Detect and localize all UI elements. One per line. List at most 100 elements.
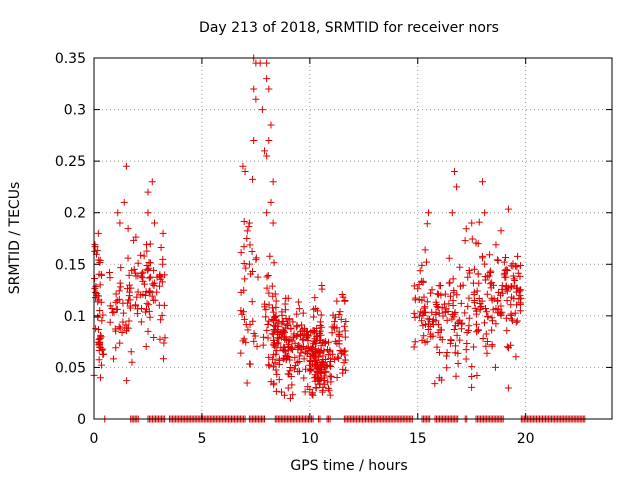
data-point: [318, 323, 326, 331]
data-point: [144, 209, 152, 217]
data-point: [91, 243, 99, 251]
data-point: [435, 374, 443, 382]
data-point: [99, 311, 107, 319]
data-point: [431, 380, 439, 388]
data-point: [465, 294, 473, 302]
data-point: [127, 284, 135, 292]
data-point: [271, 313, 279, 321]
data-point: [310, 374, 318, 382]
data-point: [410, 343, 418, 351]
data-point: [290, 365, 298, 373]
data-point: [264, 320, 272, 328]
data-point: [93, 246, 101, 254]
data-point: [453, 183, 461, 191]
data-point: [267, 198, 275, 206]
data-point: [291, 362, 299, 370]
data-point: [265, 317, 273, 325]
data-point: [287, 325, 295, 333]
x-tick-label: 5: [197, 431, 206, 447]
data-point: [482, 342, 490, 350]
data-point: [251, 332, 259, 340]
data-point: [271, 343, 279, 351]
data-point: [511, 309, 519, 317]
data-point: [517, 261, 525, 269]
data-point: [507, 341, 515, 349]
data-point: [301, 388, 309, 396]
data-point: [312, 384, 320, 392]
data-point: [263, 326, 271, 334]
data-point: [244, 326, 252, 334]
data-point: [421, 246, 429, 254]
data-point: [94, 326, 102, 334]
data-point: [472, 307, 480, 315]
data-point: [485, 272, 493, 280]
data-point: [432, 311, 440, 319]
data-point: [126, 288, 134, 296]
data-point: [274, 339, 282, 347]
data-point: [130, 265, 138, 273]
data-point: [128, 358, 136, 366]
data-point: [483, 290, 491, 298]
data-point: [160, 339, 168, 347]
data-point: [421, 320, 429, 328]
data-point: [304, 332, 312, 340]
data-point: [295, 367, 303, 375]
data-point: [433, 302, 441, 310]
data-point: [243, 235, 251, 243]
data-point: [243, 227, 251, 235]
data-point: [468, 219, 476, 227]
data-point: [93, 289, 101, 297]
data-point: [265, 301, 273, 309]
data-point: [319, 388, 327, 396]
data-point: [157, 316, 165, 324]
data-point: [339, 293, 347, 301]
data-point: [153, 288, 161, 296]
data-point: [470, 265, 478, 273]
data-point: [157, 243, 165, 251]
data-point: [423, 220, 431, 228]
data-point: [144, 188, 152, 196]
data-point: [263, 284, 271, 292]
data-point: [242, 264, 250, 272]
data-point: [280, 343, 288, 351]
data-point: [507, 301, 515, 309]
data-point: [91, 275, 99, 283]
data-point: [134, 272, 142, 280]
data-point: [317, 311, 325, 319]
data-point: [95, 356, 103, 364]
data-point: [254, 273, 262, 281]
data-point: [99, 351, 107, 359]
data-point: [420, 308, 428, 316]
data-point: [452, 342, 460, 350]
data-point: [118, 329, 126, 337]
data-point: [139, 277, 147, 285]
data-point: [425, 209, 433, 217]
data-point: [250, 337, 258, 345]
data-point: [503, 287, 511, 295]
data-point: [336, 308, 344, 316]
data-point: [92, 282, 100, 290]
data-point: [470, 297, 478, 305]
x-tick-label: 10: [301, 431, 319, 447]
data-point: [139, 290, 147, 298]
data-point: [462, 225, 470, 233]
data-point: [319, 383, 327, 391]
data-point: [312, 333, 320, 341]
data-point: [240, 308, 248, 316]
data-point: [497, 302, 505, 310]
data-point: [237, 249, 245, 257]
data-point: [474, 326, 482, 334]
data-point: [270, 336, 278, 344]
data-point: [436, 282, 444, 290]
data-point: [435, 309, 443, 317]
data-point: [275, 376, 283, 384]
data-point: [266, 252, 274, 260]
data-point: [420, 332, 428, 340]
data-point: [337, 350, 345, 358]
data-point: [329, 311, 337, 319]
data-point: [146, 313, 154, 321]
data-point: [126, 296, 134, 304]
data-point: [410, 309, 418, 317]
data-point: [463, 339, 471, 347]
data-point: [295, 305, 303, 313]
